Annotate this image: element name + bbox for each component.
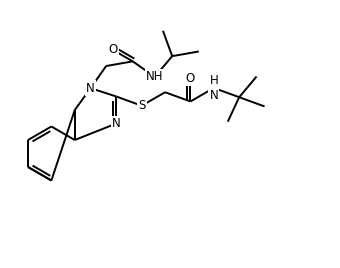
Text: O: O [108,43,117,56]
Text: O: O [186,72,195,85]
Text: N: N [86,82,95,95]
Text: H
N: H N [209,74,218,102]
Text: N: N [112,117,121,130]
Text: S: S [138,99,146,112]
Text: NH: NH [146,70,164,83]
